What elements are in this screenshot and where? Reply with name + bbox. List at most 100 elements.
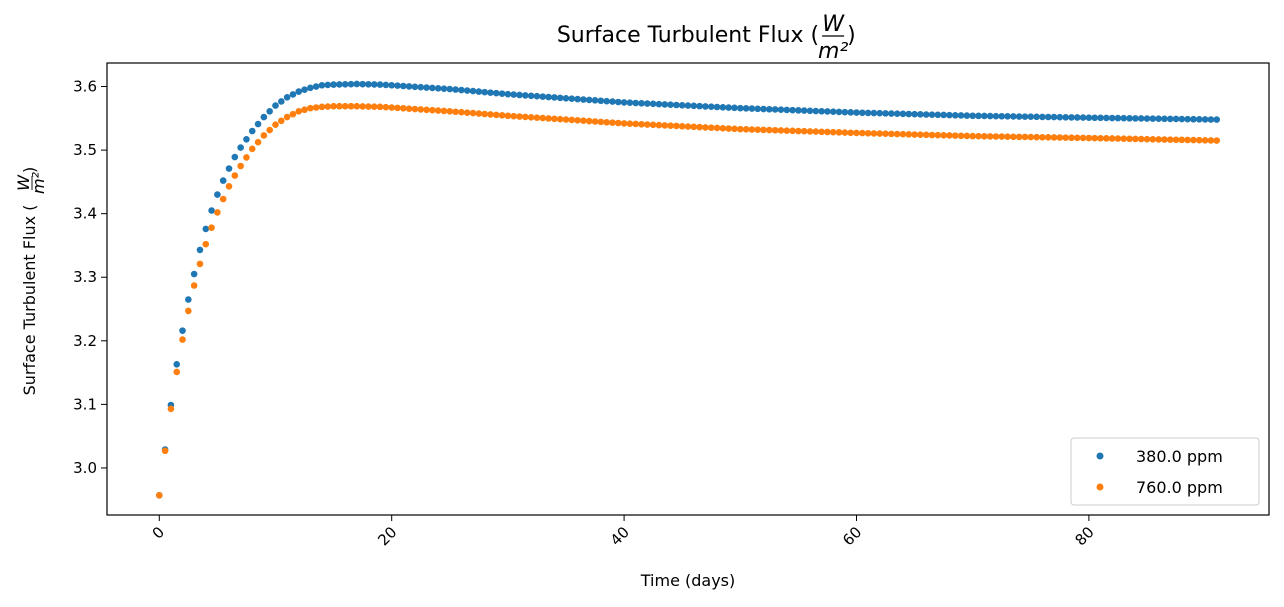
- data-point: [562, 116, 570, 123]
- data-point: [696, 102, 703, 110]
- data-point: [1161, 136, 1168, 143]
- data-point: [649, 100, 657, 108]
- data-point: [225, 165, 233, 172]
- data-point: [603, 118, 610, 126]
- data-point: [429, 106, 436, 114]
- data-point: [260, 132, 268, 139]
- data-point: [748, 105, 756, 112]
- legend-label-380: 380.0 ppm: [1136, 447, 1223, 466]
- data-point: [1120, 114, 1128, 122]
- data-point: [1213, 116, 1221, 123]
- data-point: [882, 110, 889, 117]
- data-point: [1097, 114, 1104, 122]
- data-point: [1004, 133, 1011, 140]
- data-point: [713, 103, 721, 111]
- data-point: [394, 82, 401, 89]
- data-point: [434, 85, 442, 92]
- data-point: [1010, 113, 1017, 120]
- data-point: [487, 89, 494, 96]
- data-point: [568, 116, 576, 124]
- data-point: [376, 81, 384, 88]
- data-point: [585, 96, 593, 104]
- data-point: [248, 145, 256, 153]
- data-point: [365, 81, 372, 88]
- data-point: [690, 102, 698, 110]
- data-point: [510, 112, 517, 120]
- data-point: [1137, 135, 1145, 143]
- data-point: [289, 91, 297, 98]
- data-point: [597, 118, 605, 126]
- data-point: [458, 108, 465, 116]
- data-point: [185, 296, 192, 303]
- data-point: [481, 110, 488, 118]
- data-point: [376, 103, 384, 111]
- data-point: [411, 83, 419, 91]
- data-point: [341, 102, 349, 110]
- data-point: [196, 260, 204, 268]
- data-point: [760, 105, 767, 113]
- data-point: [684, 102, 692, 109]
- data-point: [673, 122, 680, 130]
- data-point: [1155, 136, 1162, 143]
- data-point: [318, 81, 326, 89]
- data-point: [591, 97, 599, 104]
- data-point: [347, 80, 355, 88]
- data-point: [173, 361, 181, 368]
- data-point: [998, 133, 1006, 140]
- data-point: [1062, 134, 1069, 141]
- data-point: [690, 123, 698, 131]
- data-point: [434, 107, 442, 114]
- data-point: [940, 132, 947, 139]
- data-point: [336, 81, 343, 88]
- data-point: [237, 162, 244, 170]
- data-point: [469, 109, 477, 117]
- data-point: [1062, 113, 1069, 121]
- data-point: [1143, 135, 1151, 143]
- data-point: [1149, 135, 1157, 143]
- data-point: [922, 131, 930, 139]
- data-point: [254, 138, 262, 146]
- data-point: [400, 104, 407, 112]
- data-point: [254, 120, 262, 128]
- data-point: [853, 129, 860, 137]
- data-point: [963, 112, 971, 119]
- data-point: [986, 133, 994, 140]
- data-point: [1050, 134, 1058, 141]
- data-point: [336, 102, 343, 110]
- data-point: [719, 124, 727, 132]
- data-point: [307, 84, 314, 92]
- data-point: [219, 195, 227, 203]
- data-point: [417, 106, 425, 113]
- data-point: [1213, 137, 1221, 144]
- data-point: [696, 123, 703, 131]
- data-point: [644, 121, 651, 128]
- data-point: [1015, 133, 1023, 141]
- data-point: [905, 131, 913, 138]
- data-point: [754, 105, 762, 113]
- data-point: [888, 130, 895, 138]
- data-point: [614, 119, 622, 127]
- data-point: [1178, 136, 1186, 144]
- data-point: [992, 133, 1000, 140]
- data-point: [882, 130, 889, 138]
- data-point: [969, 132, 976, 140]
- data-point: [1021, 133, 1029, 141]
- data-point: [283, 113, 291, 121]
- data-point: [1097, 134, 1104, 142]
- data-point: [614, 98, 622, 106]
- data-point: [516, 113, 523, 120]
- data-point: [1103, 114, 1110, 122]
- data-point: [190, 270, 198, 278]
- data-point: [295, 88, 303, 95]
- data-point: [498, 112, 506, 119]
- data-point: [498, 90, 506, 97]
- data-point: [731, 125, 738, 133]
- data-point: [841, 129, 849, 136]
- data-point: [272, 102, 279, 109]
- x-axis-label: Time (days): [640, 571, 736, 590]
- data-point: [1027, 113, 1035, 121]
- data-point: [667, 122, 674, 129]
- data-point: [400, 82, 407, 90]
- data-point: [644, 100, 651, 107]
- data-point: [864, 109, 872, 117]
